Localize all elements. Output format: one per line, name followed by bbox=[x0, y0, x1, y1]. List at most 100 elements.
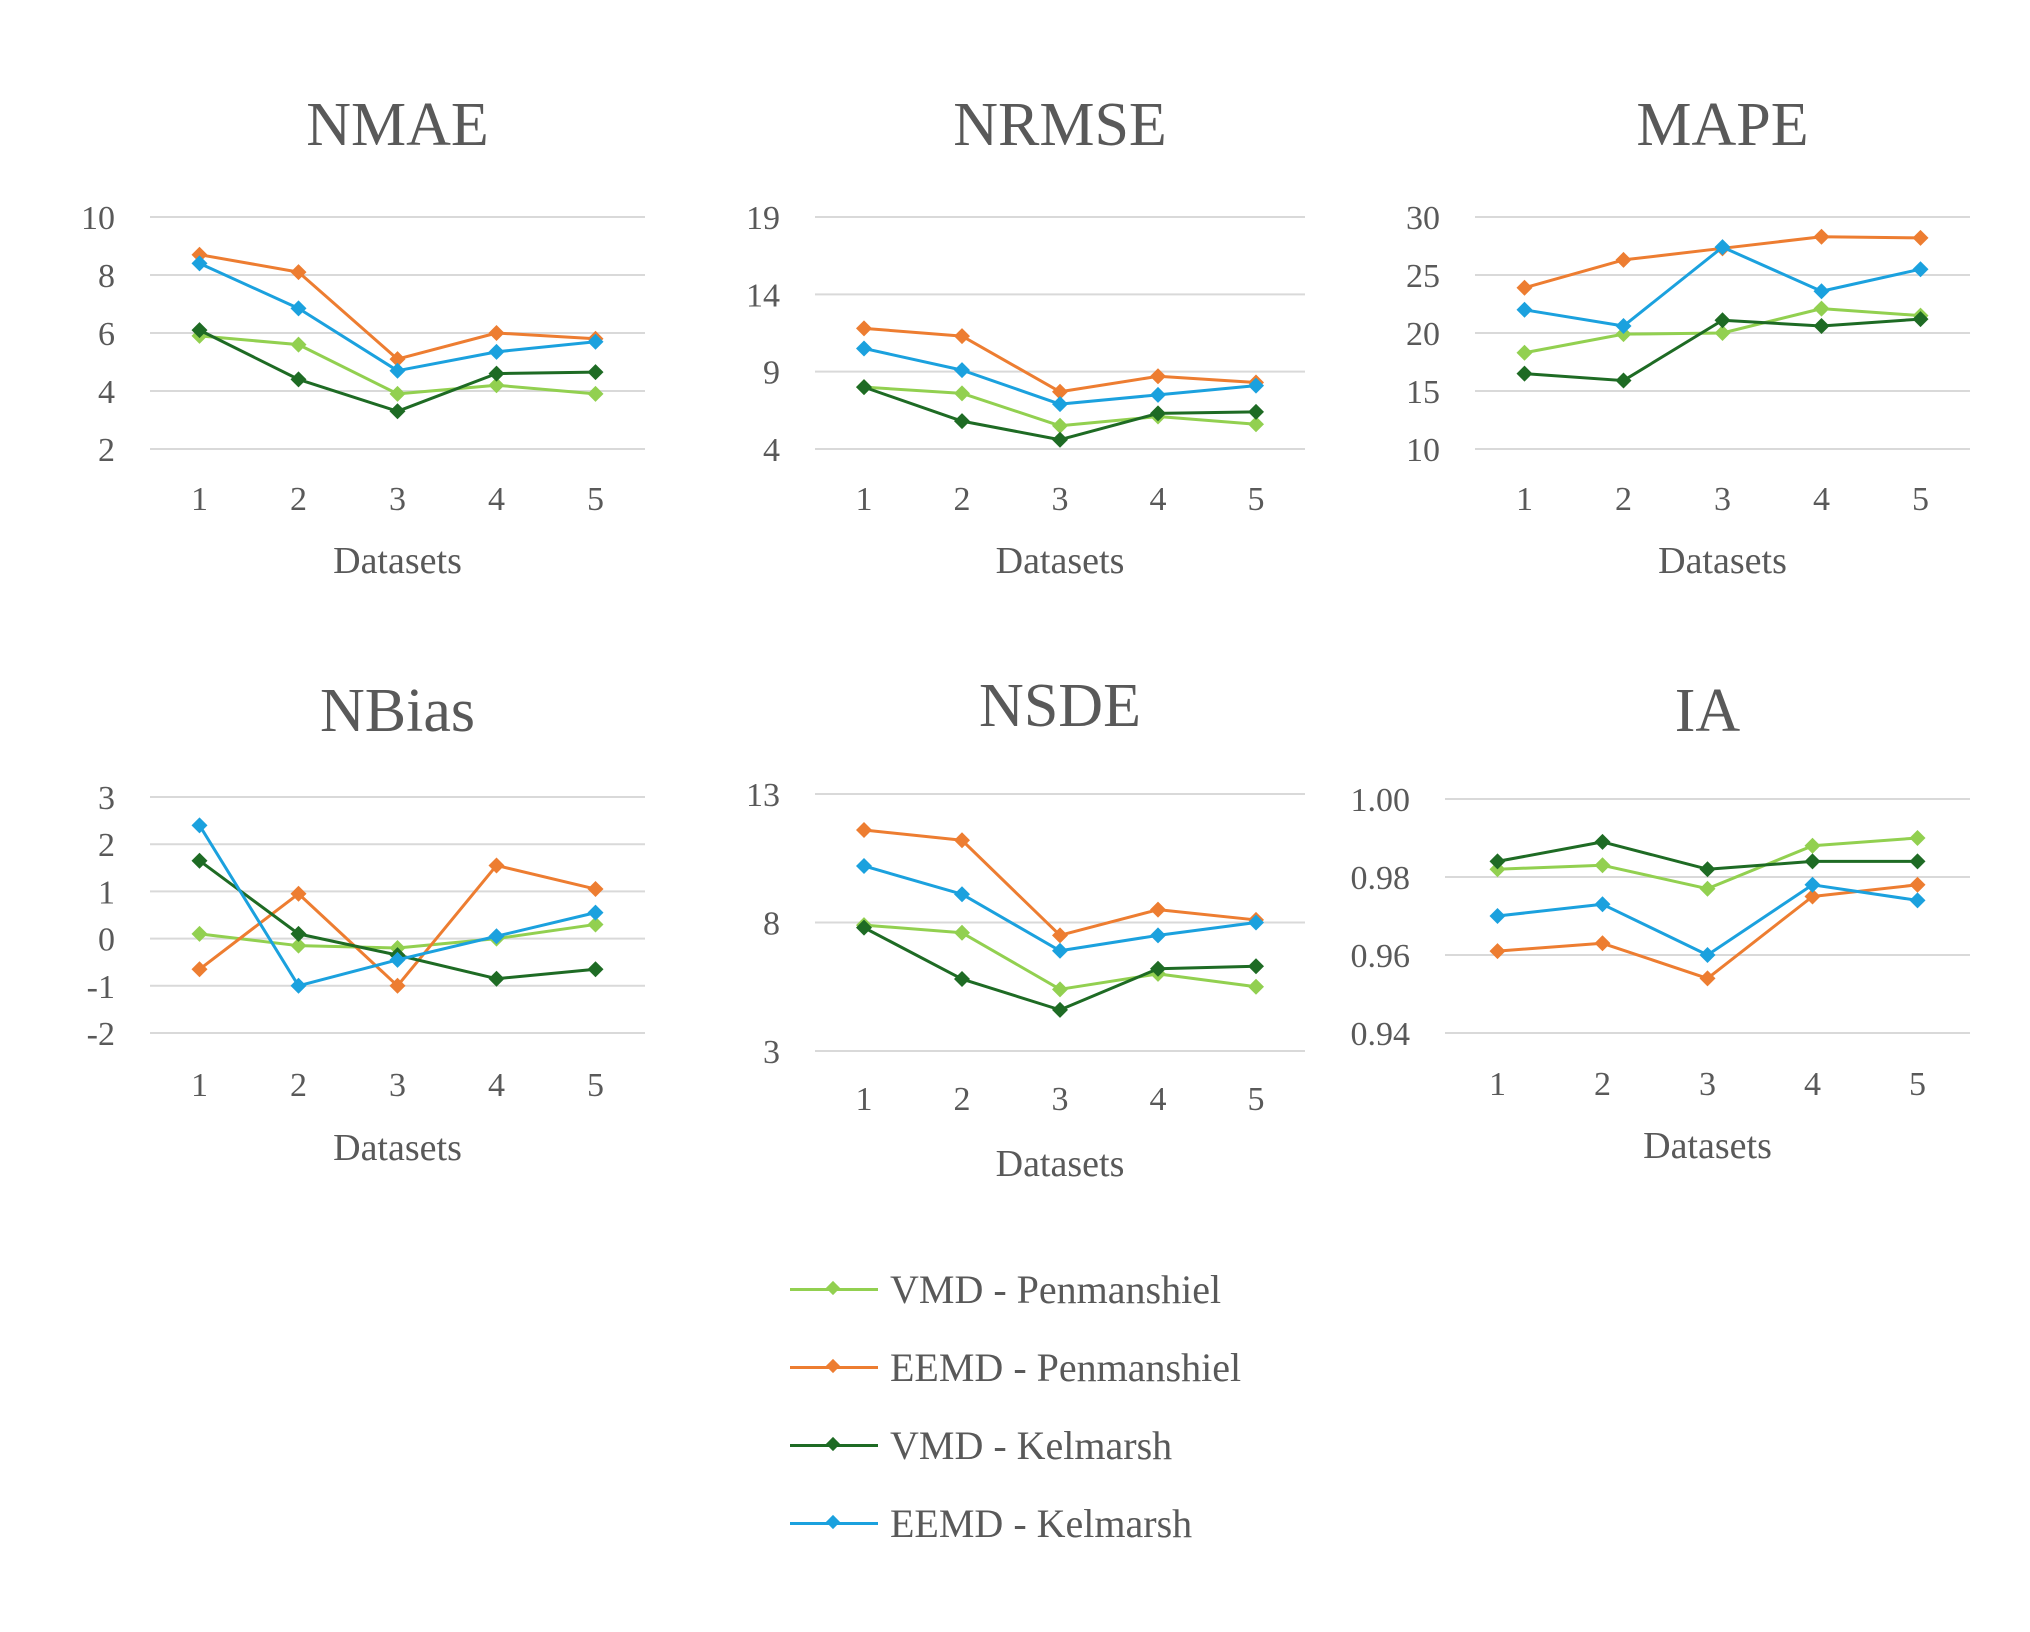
data-point bbox=[1248, 914, 1264, 931]
data-point bbox=[1150, 405, 1166, 422]
y-tick-label: 0.98 bbox=[1351, 860, 1411, 897]
chart-legend: VMD - Penmanshiel EEMD - Penmanshiel VMD… bbox=[790, 1250, 1410, 1562]
data-point bbox=[1813, 283, 1830, 300]
x-tick-label: 1 bbox=[856, 481, 873, 518]
data-point bbox=[1804, 853, 1821, 870]
data-point bbox=[290, 937, 307, 954]
data-point bbox=[954, 413, 970, 430]
data-point bbox=[1516, 279, 1533, 296]
data-point bbox=[488, 857, 505, 874]
x-axis-label: Datasets bbox=[1658, 540, 1787, 582]
data-point bbox=[290, 336, 307, 353]
data-point bbox=[1594, 935, 1611, 952]
data-point bbox=[1516, 301, 1533, 318]
data-point bbox=[1516, 344, 1533, 361]
data-point bbox=[488, 365, 505, 382]
data-point bbox=[1516, 365, 1533, 382]
data-point bbox=[488, 970, 505, 987]
y-tick-label: 8 bbox=[763, 906, 780, 943]
data-point bbox=[1909, 830, 1926, 846]
data-point bbox=[1489, 853, 1506, 870]
x-tick-label: 2 bbox=[1594, 1066, 1611, 1103]
data-point bbox=[1615, 372, 1632, 389]
x-tick-label: 5 bbox=[587, 1067, 604, 1104]
data-point bbox=[1248, 403, 1264, 420]
data-point bbox=[1909, 876, 1926, 893]
data-point bbox=[587, 881, 604, 898]
data-point bbox=[1699, 970, 1716, 987]
data-point bbox=[1150, 386, 1166, 403]
data-point bbox=[191, 322, 208, 339]
data-point bbox=[587, 916, 604, 933]
y-tick-label: 3 bbox=[763, 1034, 780, 1071]
x-tick-label: 3 bbox=[1052, 481, 1069, 518]
data-point bbox=[954, 924, 970, 941]
x-tick-label: 2 bbox=[290, 1067, 307, 1104]
legend-marker bbox=[825, 1358, 841, 1373]
x-tick-label: 4 bbox=[1813, 481, 1830, 518]
data-point bbox=[1489, 943, 1506, 960]
data-point bbox=[1248, 978, 1264, 995]
legend-label: EEMD - Penmanshiel bbox=[890, 1344, 1242, 1390]
x-axis-label: Datasets bbox=[1643, 1125, 1772, 1167]
data-point bbox=[856, 857, 872, 874]
data-point bbox=[488, 325, 505, 341]
data-point bbox=[1804, 888, 1821, 905]
y-tick-label: 25 bbox=[1406, 258, 1440, 295]
x-tick-label: 4 bbox=[1804, 1066, 1821, 1103]
data-point bbox=[1594, 857, 1611, 874]
data-point bbox=[1813, 318, 1830, 335]
legend-item: EEMD - Kelmarsh bbox=[790, 1484, 1410, 1562]
data-point bbox=[1052, 383, 1068, 400]
data-point bbox=[1052, 431, 1068, 448]
data-point bbox=[1248, 377, 1264, 394]
x-tick-label: 2 bbox=[290, 481, 307, 518]
data-point bbox=[290, 977, 307, 994]
data-point bbox=[389, 351, 406, 368]
data-point bbox=[191, 925, 208, 942]
data-point bbox=[1909, 853, 1926, 870]
x-tick-label: 5 bbox=[587, 481, 604, 518]
x-tick-label: 4 bbox=[1150, 1081, 1167, 1118]
data-point bbox=[1052, 927, 1068, 944]
data-point bbox=[191, 852, 208, 869]
data-point bbox=[1150, 901, 1166, 918]
data-point bbox=[290, 371, 307, 388]
y-tick-label: 2 bbox=[98, 432, 115, 469]
data-point bbox=[290, 925, 307, 942]
legend-label: VMD - Penmanshiel bbox=[890, 1266, 1222, 1312]
x-tick-label: 3 bbox=[389, 481, 406, 518]
legend-line-swatch bbox=[790, 1514, 878, 1529]
data-point bbox=[290, 264, 307, 281]
x-tick-label: 4 bbox=[488, 1067, 505, 1104]
data-point bbox=[1248, 416, 1264, 433]
data-point bbox=[954, 362, 970, 379]
x-axis-label: Datasets bbox=[333, 540, 462, 582]
data-point bbox=[488, 343, 505, 360]
x-tick-label: 2 bbox=[1615, 481, 1632, 518]
y-tick-label: -1 bbox=[87, 969, 115, 1006]
x-tick-label: 3 bbox=[1052, 1081, 1069, 1118]
data-point bbox=[1909, 892, 1926, 909]
y-tick-label: 1.00 bbox=[1351, 782, 1411, 819]
data-point bbox=[1699, 880, 1716, 897]
data-point bbox=[488, 377, 505, 394]
y-tick-label: 20 bbox=[1406, 316, 1440, 353]
data-point bbox=[1714, 312, 1731, 329]
x-tick-label: 3 bbox=[1699, 1066, 1716, 1103]
data-point bbox=[587, 961, 604, 978]
y-tick-label: 3 bbox=[98, 780, 115, 817]
data-point bbox=[856, 320, 872, 337]
data-point bbox=[587, 364, 604, 381]
data-point bbox=[191, 255, 208, 272]
y-tick-label: 4 bbox=[98, 374, 115, 411]
data-point bbox=[954, 385, 970, 402]
y-tick-label: 13 bbox=[746, 777, 780, 814]
chart-title: NSDE bbox=[979, 672, 1141, 740]
legend-label: VMD - Kelmarsh bbox=[890, 1422, 1173, 1468]
x-tick-label: 1 bbox=[191, 1067, 208, 1104]
y-tick-label: 15 bbox=[1406, 374, 1440, 411]
data-point bbox=[954, 886, 970, 903]
data-point bbox=[1150, 927, 1166, 944]
y-tick-label: 1 bbox=[98, 874, 115, 911]
